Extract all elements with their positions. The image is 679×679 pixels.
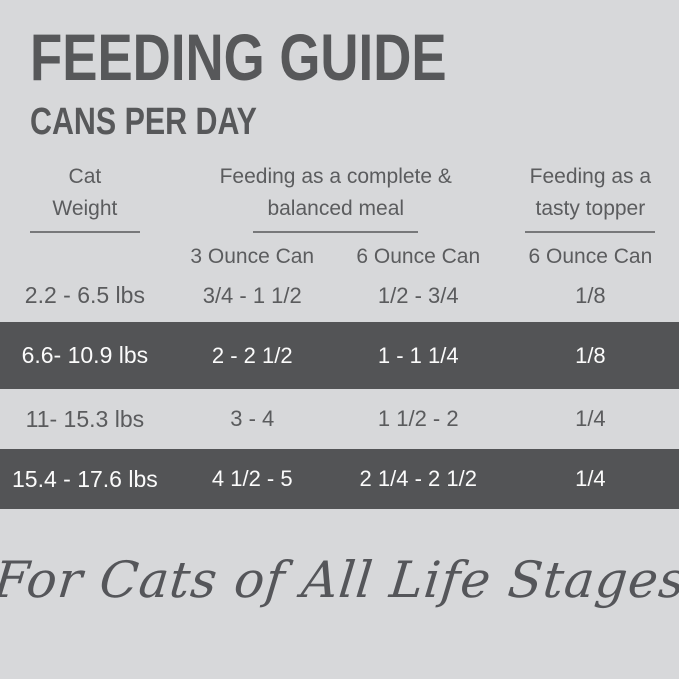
table-header-row: Cat Weight Feeding as a complete & balan… bbox=[0, 155, 679, 233]
header-complete-meal-line1: Feeding as a complete & bbox=[219, 165, 452, 188]
weight-cell: 11- 15.3 lbs bbox=[25, 405, 145, 432]
header-tasty-topper-line1: Feeding as a bbox=[529, 165, 652, 188]
value-cell-6oz: 2 1/4 - 2 1/2 bbox=[359, 466, 477, 491]
weight-cell: 15.4 - 17.6 lbs bbox=[11, 465, 158, 492]
footer: For Cats of All Life Stages bbox=[0, 509, 679, 679]
value-cell-3oz: 2 - 2 1/2 bbox=[211, 342, 293, 368]
value-cell-topper: 1/8 bbox=[575, 342, 606, 368]
value-cell-6oz: 1 - 1 1/4 bbox=[377, 342, 459, 368]
subheader-6oz-can-meal: 6 Ounce Can bbox=[356, 245, 481, 268]
table-subheader-row: 3 Ounce Can 6 Ounce Can 6 Ounce Can bbox=[0, 245, 679, 269]
feeding-table: Cat Weight Feeding as a complete & balan… bbox=[0, 155, 679, 509]
header-underline bbox=[525, 231, 656, 233]
header-underline bbox=[29, 231, 140, 233]
table-row: 2.2 - 6.5 lbs 3/4 - 1 1/2 1/2 - 3/4 1/8 bbox=[0, 269, 679, 322]
page-title: FEEDING GUIDE bbox=[30, 20, 447, 94]
header-underline bbox=[253, 231, 419, 233]
header-tasty-topper: Feeding as a tasty topper bbox=[502, 155, 679, 233]
header-cat-weight: Cat Weight bbox=[0, 155, 170, 233]
subheader-3oz-can: 3 Ounce Can bbox=[190, 245, 315, 268]
weight-cell: 6.6- 10.9 lbs bbox=[21, 342, 149, 368]
subheader-6oz-can-topper: 6 Ounce Can bbox=[528, 245, 653, 268]
header-cat-weight-line2: Weight bbox=[52, 196, 118, 220]
table-row: 11- 15.3 lbs 3 - 4 1 1/2 - 2 1/4 bbox=[0, 389, 679, 449]
title-block: FEEDING GUIDE CANS PER DAY bbox=[0, 0, 679, 141]
value-cell-3oz: 3 - 4 bbox=[230, 406, 275, 431]
table-row: 6.6- 10.9 lbs 2 - 2 1/2 1 - 1 1/4 1/8 bbox=[0, 322, 679, 389]
subheader-empty bbox=[0, 245, 170, 269]
table-row: 15.4 - 17.6 lbs 4 1/2 - 5 2 1/4 - 2 1/2 … bbox=[0, 449, 679, 509]
value-cell-topper: 1/8 bbox=[575, 282, 606, 308]
value-cell-topper: 1/4 bbox=[575, 406, 606, 431]
value-cell-6oz: 1/2 - 3/4 bbox=[377, 282, 459, 308]
value-cell-6oz: 1 1/2 - 2 bbox=[377, 406, 459, 431]
header-cat-weight-line1: Cat bbox=[68, 165, 102, 188]
header-complete-meal: Feeding as a complete & balanced meal bbox=[170, 155, 502, 233]
weight-cell: 2.2 - 6.5 lbs bbox=[24, 282, 145, 308]
tagline: For Cats of All Life Stages bbox=[0, 551, 679, 609]
header-tasty-topper-line2: tasty topper bbox=[535, 196, 646, 220]
header-complete-meal-line2: balanced meal bbox=[267, 196, 405, 220]
page-subtitle: CANS PER DAY bbox=[30, 101, 257, 143]
value-cell-3oz: 3/4 - 1 1/2 bbox=[202, 282, 302, 308]
value-cell-3oz: 4 1/2 - 5 bbox=[211, 466, 293, 491]
value-cell-topper: 1/4 bbox=[575, 466, 606, 491]
